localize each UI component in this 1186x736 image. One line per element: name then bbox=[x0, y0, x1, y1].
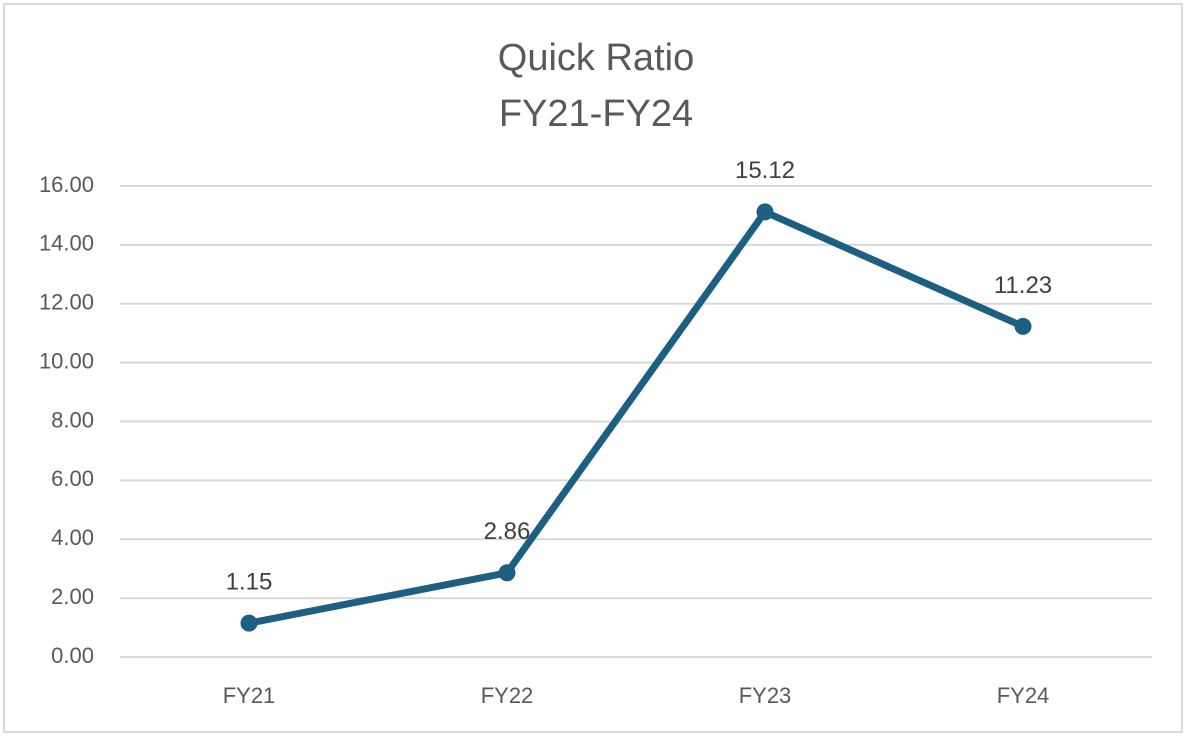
y-tick-label: 0.00 bbox=[51, 643, 94, 668]
data-point bbox=[1014, 317, 1032, 335]
chart-border bbox=[3, 3, 1183, 733]
data-point bbox=[498, 564, 516, 582]
y-tick-label: 8.00 bbox=[51, 407, 94, 432]
data-label: 11.23 bbox=[994, 272, 1052, 299]
data-point bbox=[756, 203, 774, 221]
y-tick-label: 6.00 bbox=[51, 466, 94, 491]
x-tick-label: FY24 bbox=[997, 683, 1050, 708]
x-tick-label: FY22 bbox=[481, 683, 534, 708]
y-tick-label: 10.00 bbox=[39, 348, 94, 373]
data-label: 2.86 bbox=[484, 518, 531, 545]
x-tick-label: FY21 bbox=[223, 683, 276, 708]
data-point bbox=[240, 614, 258, 632]
data-label: 1.15 bbox=[226, 568, 273, 595]
y-tick-label: 16.00 bbox=[39, 172, 94, 197]
x-tick-label: FY23 bbox=[739, 683, 792, 708]
data-label: 15.12 bbox=[735, 157, 795, 184]
y-tick-label: 14.00 bbox=[39, 231, 94, 256]
y-tick-label: 4.00 bbox=[51, 525, 94, 550]
y-tick-label: 12.00 bbox=[39, 290, 94, 315]
data-line bbox=[248, 208, 1025, 627]
chart-subtitle: FY21-FY24 bbox=[499, 93, 693, 135]
chart-title: Quick Ratio bbox=[498, 37, 694, 79]
y-tick-label: 2.00 bbox=[51, 584, 94, 609]
